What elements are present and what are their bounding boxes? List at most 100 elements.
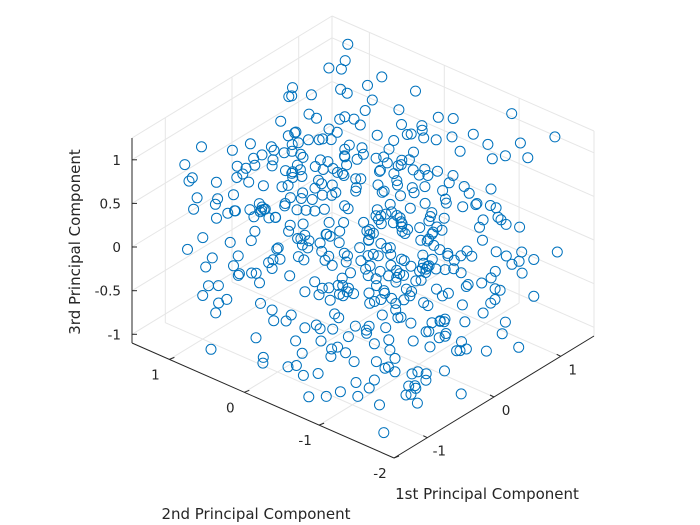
data-point: [390, 276, 402, 288]
data-point: [477, 214, 489, 226]
data-point: [400, 283, 412, 295]
data-point: [391, 271, 403, 283]
data-point: [354, 119, 366, 131]
data-point: [284, 219, 296, 231]
data-point: [200, 261, 212, 273]
data-point: [456, 336, 467, 348]
data-point: [250, 267, 262, 279]
grid-line-wall-z: [131, 211, 333, 335]
data-point: [279, 200, 291, 212]
data-point: [432, 165, 443, 177]
ticks: -1 0 1 -2 -1 0 1 -1 -0.5 0 0.5 1: [95, 153, 577, 482]
y-tick: [169, 356, 175, 360]
data-point: [272, 242, 284, 254]
data-point: [335, 83, 347, 95]
data-point: [485, 297, 497, 309]
data-point: [317, 133, 329, 145]
data-point: [354, 242, 366, 254]
data-point: [391, 264, 403, 276]
data-point: [295, 193, 307, 204]
data-point: [455, 267, 467, 279]
data-point: [376, 309, 388, 321]
data-point: [430, 134, 442, 146]
data-point: [438, 316, 450, 328]
data-point: [360, 263, 372, 275]
data-point: [399, 228, 411, 239]
data-point: [325, 351, 337, 362]
data-point: [326, 343, 338, 355]
data-point: [370, 356, 382, 368]
data-point: [396, 253, 407, 265]
data-point: [390, 298, 402, 309]
data-point: [440, 197, 452, 209]
data-point: [415, 234, 427, 246]
data-point: [232, 269, 244, 281]
data-point: [522, 152, 534, 164]
box-edge: [331, 15, 595, 132]
data-point: [351, 153, 363, 165]
data-point: [424, 341, 436, 353]
data-point: [284, 270, 296, 282]
data-point: [256, 201, 268, 213]
data-point: [296, 347, 308, 359]
data-point: [499, 316, 511, 328]
data-point: [461, 245, 473, 257]
data-point: [396, 225, 408, 237]
data-point: [499, 150, 511, 162]
data-point: [333, 237, 345, 249]
data-point: [257, 357, 269, 369]
data-point: [457, 201, 469, 213]
grid-line-wall-z: [131, 168, 333, 292]
data-point: [267, 254, 279, 266]
data-point: [310, 319, 322, 331]
data-point: [485, 272, 497, 284]
data-point: [282, 361, 294, 373]
data-point: [332, 279, 344, 291]
data-point: [439, 193, 451, 205]
data-point: [311, 112, 322, 124]
data-point: [287, 82, 298, 94]
data-point: [416, 262, 428, 274]
data-point: [341, 87, 353, 99]
data-point: [454, 345, 466, 357]
data-point: [330, 187, 342, 198]
grid-line-floor-y: [169, 236, 370, 360]
data-point: [203, 280, 214, 292]
x-tick-label: 0: [502, 403, 511, 419]
data-point: [337, 168, 349, 179]
data-point: [406, 368, 418, 380]
data-point: [314, 154, 326, 166]
data-point: [506, 258, 518, 270]
data-point: [341, 286, 353, 298]
data-point: [182, 243, 193, 255]
data-point: [383, 143, 395, 155]
data-point: [283, 225, 295, 237]
data-point: [388, 168, 400, 180]
data-point: [191, 192, 203, 204]
data-point: [446, 131, 458, 143]
data-point: [395, 190, 406, 202]
data-point: [266, 263, 278, 274]
data-point: [437, 185, 449, 197]
data-point: [339, 55, 351, 67]
y-tick-label: 0: [226, 400, 235, 416]
data-point: [315, 335, 327, 347]
data-point: [286, 145, 298, 157]
data-point: [426, 317, 438, 329]
data-point: [210, 307, 222, 319]
data-point: [489, 265, 501, 277]
data-point: [343, 139, 355, 151]
data-point: [364, 297, 376, 309]
data-point: [375, 210, 387, 222]
data-point: [404, 202, 416, 214]
data-point: [313, 289, 325, 301]
data-point: [298, 254, 310, 266]
data-point: [309, 161, 321, 172]
data-point: [362, 270, 374, 282]
data-point: [318, 203, 330, 215]
data-point: [484, 200, 496, 211]
x-tick-label: 1: [568, 362, 577, 378]
data-point: [327, 163, 339, 174]
data-point: [209, 198, 221, 210]
x-axis-label: 1st Principal Component: [395, 485, 579, 503]
